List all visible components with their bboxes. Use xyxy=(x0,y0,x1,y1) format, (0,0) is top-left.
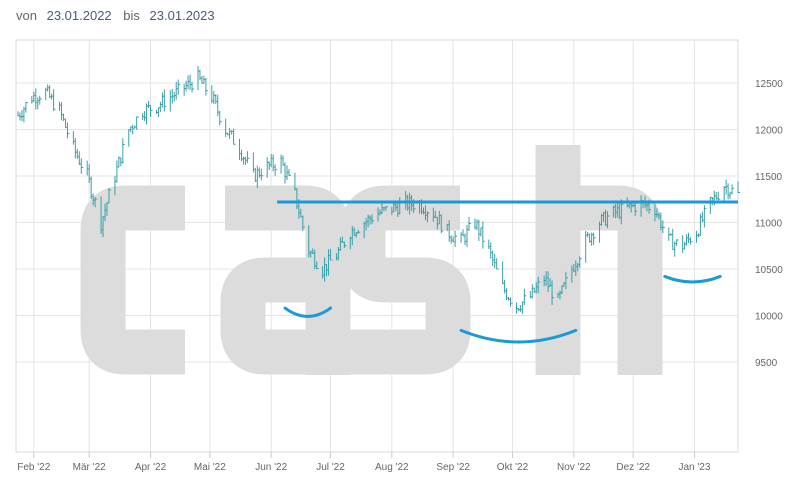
cash-watermark-logo xyxy=(80,145,663,375)
date-range: von 23.01.2022 bis 23.01.2023 xyxy=(16,8,223,23)
x-tick-label: Mai '22 xyxy=(194,462,226,473)
y-tick-label: 12000 xyxy=(755,126,783,137)
watermark-letter-c xyxy=(80,185,185,375)
x-tick-label: Aug '22 xyxy=(375,462,409,473)
y-tick-label: 9500 xyxy=(755,358,778,369)
x-tick-label: Feb '22 xyxy=(17,462,50,473)
to-label: bis xyxy=(123,8,140,23)
from-label: von xyxy=(16,8,37,23)
watermark-letter-a xyxy=(220,185,351,375)
bottom-arc xyxy=(459,328,578,344)
x-tick-label: Mär '22 xyxy=(73,462,106,473)
x-tick-label: Apr '22 xyxy=(135,462,167,473)
x-tick-label: Nov '22 xyxy=(557,462,591,473)
x-tick-label: Sep '22 xyxy=(436,462,470,473)
y-tick-label: 11500 xyxy=(755,172,783,183)
plot-border xyxy=(15,39,739,453)
y-tick-label: 10000 xyxy=(755,312,783,323)
x-tick-label: Okt '22 xyxy=(497,462,529,473)
watermark-letter-h xyxy=(535,145,663,375)
x-tick-label: Jan '23 xyxy=(679,462,711,473)
x-tick-label: Jul '22 xyxy=(316,462,345,473)
x-tick-label: Jun '22 xyxy=(255,462,287,473)
from-date[interactable]: 23.01.2022 xyxy=(46,8,112,23)
bottom-arc xyxy=(663,274,722,284)
y-tick-label: 12500 xyxy=(755,79,783,90)
bottom-arc xyxy=(283,306,333,318)
y-tick-label: 11000 xyxy=(755,219,783,230)
x-tick-label: Dez '22 xyxy=(616,462,650,473)
to-date[interactable]: 23.01.2023 xyxy=(149,8,215,23)
y-tick-label: 10500 xyxy=(755,265,783,276)
watermark-letter-s xyxy=(340,185,471,375)
